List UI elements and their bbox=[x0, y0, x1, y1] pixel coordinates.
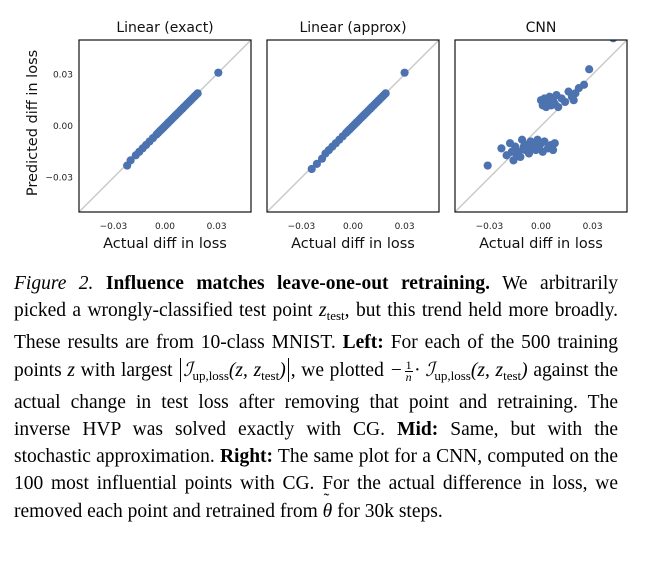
z-test-symbol: ztest bbox=[319, 300, 345, 324]
scatter-point bbox=[548, 145, 558, 155]
x-tick-label: 0.00 bbox=[343, 222, 363, 232]
scatter-point bbox=[483, 161, 492, 170]
theta-tilde-symbol: ˜ θ bbox=[322, 489, 333, 522]
scatter-points bbox=[307, 68, 409, 174]
y-tick-label: 0.03 bbox=[53, 70, 73, 80]
influence-abs-expression: ℐup,loss(z, ztest) bbox=[178, 357, 290, 383]
x-tick-label: 0.03 bbox=[395, 222, 415, 232]
scatter-point bbox=[307, 164, 316, 174]
neg-influence-expression: −1 n · ℐup,loss(z, ztest) bbox=[389, 357, 528, 384]
panel-title: Linear (exact) bbox=[116, 20, 213, 36]
y-axis-label: Predicted diff in loss bbox=[25, 50, 41, 196]
x-tick-label: 0.00 bbox=[155, 222, 175, 232]
caption-text: with largest bbox=[80, 359, 173, 381]
scatter-point bbox=[609, 40, 617, 43]
plot-frame bbox=[266, 39, 440, 213]
x-tick-label: 0.03 bbox=[207, 222, 227, 232]
x-axis-label: Actual diff in loss bbox=[291, 236, 415, 252]
scatter-points bbox=[123, 68, 223, 170]
figure: Predicted diff in loss Linear (exact) −0.… bbox=[25, 20, 628, 252]
scatter-point bbox=[550, 139, 559, 148]
scatter-point bbox=[214, 68, 223, 77]
right-label: Right: bbox=[219, 446, 274, 468]
scatter-point bbox=[517, 135, 527, 144]
x-tick-label: −0.03 bbox=[476, 222, 504, 232]
figure-title: Influence matches leave-one-out retraini… bbox=[105, 273, 490, 294]
scatter-point bbox=[540, 137, 549, 146]
scatter-point bbox=[585, 65, 594, 74]
scatter-point bbox=[381, 89, 390, 98]
x-tick-label: 0.00 bbox=[531, 222, 551, 232]
scatter-point bbox=[126, 156, 135, 165]
caption-text: for 30k steps. bbox=[337, 500, 443, 522]
z-symbol: z bbox=[67, 359, 75, 381]
plot-frame bbox=[78, 39, 252, 213]
panel-title: Linear (approx) bbox=[299, 20, 406, 36]
x-axis-label: Actual diff in loss bbox=[103, 236, 227, 252]
scatter-point bbox=[400, 68, 409, 77]
scatter-panel: CNN −0.03 0.00 0.03 Actual diff in loss bbox=[454, 20, 628, 252]
diagonal-line bbox=[455, 40, 627, 212]
scatter-panel: Linear (exact) −0.03 0.00 0.03 0.03 0.00 −0.03… bbox=[45, 20, 252, 252]
mid-label: Mid: bbox=[397, 419, 439, 441]
scatter-point bbox=[497, 144, 506, 153]
caption-text: The same plot for a CNN, computed on the… bbox=[14, 446, 619, 522]
x-tick-label: 0.03 bbox=[583, 222, 603, 232]
scatter-point bbox=[312, 159, 321, 168]
caption-text: against the actual change in test loss a… bbox=[14, 359, 619, 441]
scatter-point bbox=[554, 102, 563, 112]
scatter-points bbox=[483, 40, 617, 170]
plot-frame bbox=[454, 39, 628, 213]
scatter-point bbox=[560, 97, 570, 107]
panel-title: CNN bbox=[526, 20, 557, 36]
scatter-point bbox=[516, 152, 525, 162]
caption-text: We arbitrarily picked a wrongly-classifi… bbox=[14, 273, 618, 322]
scatter-point bbox=[579, 80, 589, 89]
scatter-point bbox=[569, 96, 578, 105]
left-label: Left: bbox=[342, 332, 384, 354]
figure-caption: Figure 2. Influence matches leave-one-ou… bbox=[14, 270, 618, 525]
caption-text: , but this trend held more broadly. Thes… bbox=[14, 300, 618, 354]
caption-text: Same, but with the stochastic approximat… bbox=[14, 419, 619, 468]
x-axis-label: Actual diff in loss bbox=[479, 236, 603, 252]
scatter-panel: Linear (approx) −0.03 0.00 0.03 Actual diff … bbox=[266, 20, 440, 252]
y-tick-label: −0.03 bbox=[45, 174, 73, 184]
caption-text: For each of the 500 training points bbox=[14, 332, 618, 381]
figure-label: Figure 2. bbox=[14, 273, 94, 294]
x-tick-label: −0.03 bbox=[100, 222, 128, 232]
x-tick-label: −0.03 bbox=[288, 222, 316, 232]
y-tick-label: 0.00 bbox=[53, 122, 73, 132]
caption-text: we plotted bbox=[301, 359, 384, 381]
scatter-point bbox=[193, 89, 202, 98]
